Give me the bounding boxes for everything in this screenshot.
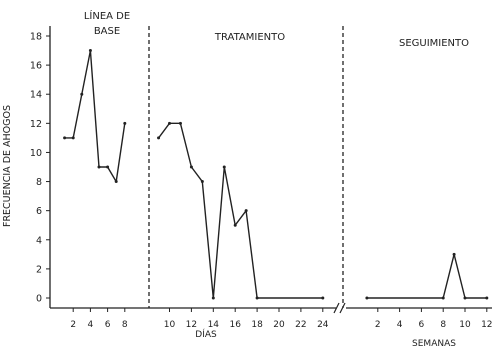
data-point	[189, 165, 193, 169]
data-point	[200, 180, 204, 184]
data-point	[157, 136, 161, 140]
data-point	[441, 296, 445, 300]
axis-break-mark	[339, 302, 346, 314]
phase-1: LÍNEA DE BASE 2 4 6 8	[63, 9, 130, 330]
data-point	[178, 121, 182, 125]
data-point	[452, 252, 456, 256]
data-point	[63, 136, 67, 140]
x-axis-label: SEMANAS	[412, 339, 456, 349]
x-tick-label: 10	[164, 320, 176, 330]
y-tick-label: 4	[36, 235, 42, 246]
y-axis-label: FRECUENCIA DE AHOGOS	[2, 105, 13, 227]
data-point	[88, 49, 92, 53]
data-point	[244, 209, 248, 213]
x-tick-label: 4	[88, 320, 94, 330]
x-tick-label: 22	[295, 320, 306, 330]
data-point	[97, 165, 101, 169]
y-tick-label: 12	[30, 119, 42, 130]
phase-title: TRATAMIENTO	[214, 32, 285, 43]
chart-axes	[49, 26, 492, 314]
data-point	[80, 92, 84, 96]
x-tick-label: 6	[419, 320, 425, 330]
x-tick-label: 8	[440, 320, 446, 330]
x-tick-label: 20	[273, 320, 285, 330]
x-tick-label: 24	[317, 320, 329, 330]
phase-3: SEGUIMIENTO 2 4 6 8 10 12	[365, 38, 493, 330]
data-point	[222, 165, 226, 169]
x-axis-label: DÍAS	[195, 328, 217, 340]
y-axis: 0 2 4 6 8 10 12 14 16 18	[30, 32, 50, 305]
series-line	[158, 122, 323, 299]
x-tick-label: 12	[186, 320, 197, 330]
series-line	[366, 253, 487, 299]
x-tick-label: 14	[208, 320, 220, 330]
y-tick-label: 2	[36, 264, 42, 275]
data-point	[485, 296, 489, 300]
data-point	[233, 223, 237, 227]
data-point	[255, 296, 259, 300]
x-tick-label: 4	[397, 320, 403, 330]
phase-title: LÍNEA DE	[84, 9, 130, 22]
x-tick-label: 18	[251, 320, 263, 330]
y-tick-label: 8	[36, 177, 42, 188]
data-point	[321, 296, 325, 300]
phase-title: SEGUIMIENTO	[399, 38, 469, 49]
axis-break-mark	[333, 302, 340, 314]
x-tick-label: 6	[105, 320, 111, 330]
data-point	[365, 296, 369, 300]
y-tick-label: 18	[30, 32, 42, 43]
phase-2: TRATAMIENTO 10 12 14 16 18 20 22 24	[157, 32, 329, 330]
x-tick-label: 12	[481, 320, 492, 330]
y-tick-label: 0	[36, 294, 42, 305]
data-point	[71, 136, 75, 140]
data-point	[463, 296, 467, 300]
x-tick-label: 8	[122, 320, 128, 330]
y-tick-label: 14	[30, 90, 42, 101]
x-tick-label: 2	[70, 320, 76, 330]
series-line	[64, 49, 126, 183]
data-point	[123, 121, 127, 125]
data-point	[106, 165, 110, 169]
y-tick-label: 10	[30, 148, 42, 159]
y-tick-label: 16	[30, 61, 42, 72]
phase-title: BASE	[94, 26, 120, 37]
x-tick-label: 16	[229, 320, 241, 330]
data-point	[114, 180, 118, 184]
y-tick-label: 6	[36, 206, 42, 217]
x-tick-label: 10	[459, 320, 471, 330]
data-point	[211, 296, 215, 300]
data-point	[168, 121, 171, 125]
x-tick-label: 2	[375, 320, 381, 330]
